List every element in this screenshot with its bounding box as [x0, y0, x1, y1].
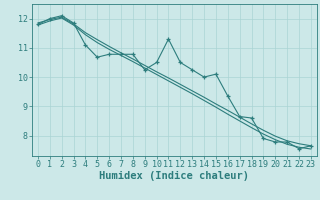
X-axis label: Humidex (Indice chaleur): Humidex (Indice chaleur): [100, 171, 249, 181]
